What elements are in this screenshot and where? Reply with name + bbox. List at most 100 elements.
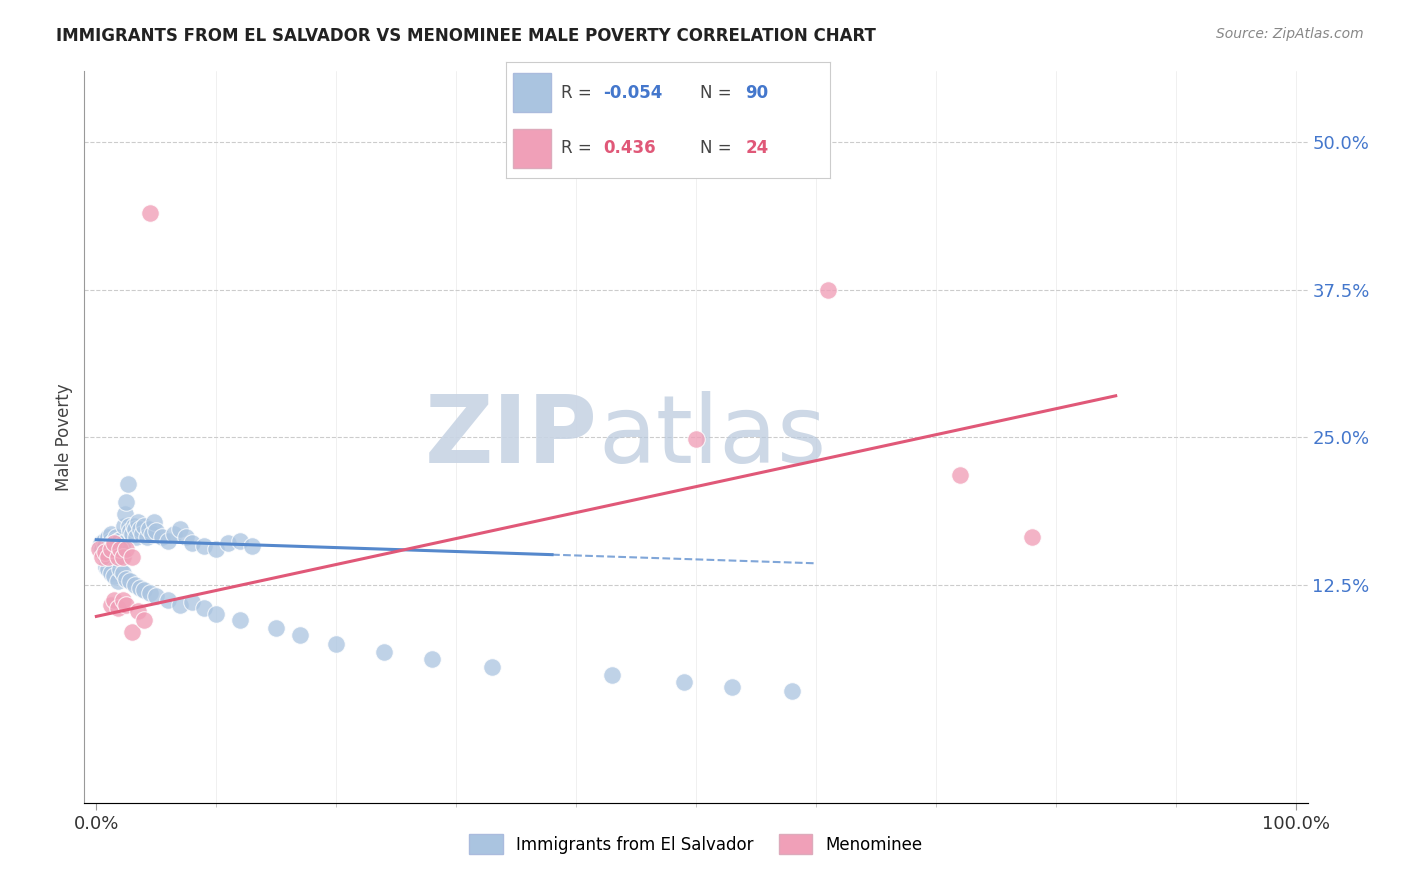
Point	[103, 569, 125, 583]
Point	[105, 539, 128, 553]
Point	[104, 530, 127, 544]
Point	[1021, 530, 1043, 544]
Point	[93, 533, 115, 548]
Point	[101, 550, 124, 565]
Point	[100, 566, 122, 580]
Point	[685, 433, 707, 447]
Y-axis label: Male Poverty: Male Poverty	[55, 384, 73, 491]
Point	[240, 539, 263, 553]
Point	[107, 601, 129, 615]
Point	[93, 544, 117, 558]
Point	[94, 550, 117, 565]
Text: N =: N =	[700, 139, 737, 157]
Point	[115, 572, 138, 586]
Point	[373, 645, 395, 659]
Text: N =: N =	[700, 84, 737, 102]
Point	[110, 548, 132, 562]
Point	[115, 542, 138, 557]
Point	[107, 550, 129, 565]
Point	[121, 624, 143, 639]
Point	[101, 536, 124, 550]
Point	[124, 522, 146, 536]
Point	[127, 603, 149, 617]
FancyBboxPatch shape	[513, 128, 551, 168]
Point	[181, 536, 204, 550]
Point	[163, 526, 186, 541]
Point	[290, 628, 312, 642]
Point	[104, 548, 127, 562]
Point	[420, 652, 443, 666]
Point	[110, 562, 132, 576]
Point	[205, 607, 228, 621]
Point	[138, 522, 160, 536]
Point	[121, 550, 143, 565]
FancyBboxPatch shape	[513, 73, 551, 112]
Point	[108, 541, 131, 555]
Point	[150, 530, 173, 544]
Point	[107, 533, 129, 548]
Text: R =: R =	[561, 84, 598, 102]
Point	[325, 636, 347, 650]
Point	[103, 542, 125, 557]
Point	[193, 539, 215, 553]
Point	[128, 581, 150, 595]
Point	[100, 542, 122, 557]
Point	[107, 574, 129, 588]
Point	[217, 536, 239, 550]
Point	[949, 467, 972, 482]
Point	[145, 590, 167, 604]
Point	[111, 566, 134, 580]
Point	[145, 524, 167, 539]
Point	[229, 533, 252, 548]
Point	[124, 577, 146, 591]
Point	[110, 542, 132, 557]
Point	[115, 495, 138, 509]
Point	[481, 660, 503, 674]
Point	[97, 562, 120, 576]
Point	[721, 680, 744, 694]
Point	[90, 536, 112, 550]
Point	[97, 530, 120, 544]
Point	[117, 477, 139, 491]
Point	[127, 515, 149, 529]
Point	[139, 586, 162, 600]
Text: 0.436: 0.436	[603, 139, 655, 157]
Point	[110, 533, 132, 547]
Point	[264, 621, 287, 635]
Point	[229, 613, 252, 627]
Point	[121, 526, 143, 541]
Point	[122, 518, 145, 533]
Point	[157, 533, 180, 548]
Point	[115, 598, 138, 612]
Point	[111, 550, 134, 565]
Point	[181, 595, 204, 609]
Text: ZIP: ZIP	[425, 391, 598, 483]
Text: IMMIGRANTS FROM EL SALVADOR VS MENOMINEE MALE POVERTY CORRELATION CHART: IMMIGRANTS FROM EL SALVADOR VS MENOMINEE…	[56, 27, 876, 45]
Point	[114, 507, 136, 521]
Point	[118, 518, 141, 533]
Point	[128, 522, 150, 536]
Point	[110, 542, 132, 557]
Point	[101, 539, 124, 553]
Legend: Immigrants from El Salvador, Menominee: Immigrants from El Salvador, Menominee	[463, 828, 929, 860]
Point	[100, 542, 122, 557]
Text: Source: ZipAtlas.com: Source: ZipAtlas.com	[1216, 27, 1364, 41]
Point	[672, 675, 695, 690]
Point	[134, 613, 156, 627]
Point	[142, 515, 165, 529]
Text: R =: R =	[561, 139, 602, 157]
Point	[87, 542, 110, 557]
Point	[193, 601, 215, 615]
Point	[780, 683, 803, 698]
Point	[205, 542, 228, 557]
Point	[91, 542, 114, 557]
Point	[169, 522, 191, 536]
Text: atlas: atlas	[598, 391, 827, 483]
Text: 24: 24	[745, 139, 769, 157]
Point	[139, 206, 162, 220]
Point	[134, 518, 156, 533]
Point	[98, 548, 121, 562]
Point	[103, 536, 125, 550]
Point	[107, 546, 129, 560]
Point	[98, 533, 121, 548]
